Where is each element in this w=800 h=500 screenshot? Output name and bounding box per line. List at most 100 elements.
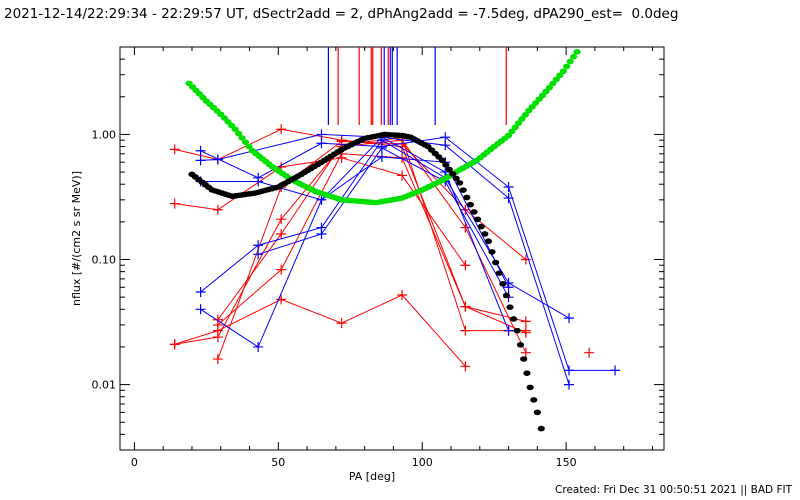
fit-point [456, 180, 464, 186]
data-point [212, 204, 223, 215]
data-point [503, 325, 514, 336]
fit-point [449, 171, 457, 177]
data-point [460, 204, 471, 215]
data-point [195, 145, 206, 156]
fit-point [508, 128, 516, 135]
y-tick-label: 0.01 [92, 379, 117, 392]
fit-point [559, 68, 567, 75]
data-point [276, 124, 287, 135]
fit-point [516, 342, 525, 348]
data-point [610, 365, 621, 376]
data-point [460, 222, 471, 233]
data-point [169, 339, 180, 350]
y-tick-label: 1.00 [92, 128, 117, 141]
data-point [316, 129, 327, 140]
series-line [200, 136, 510, 348]
fit-point [573, 49, 581, 55]
data-point [253, 341, 264, 352]
data-point [212, 354, 223, 365]
data-point [253, 176, 264, 187]
x-axis-label: PA [deg] [349, 470, 395, 483]
fit-point [542, 88, 550, 95]
data-point [195, 304, 206, 315]
black-fit [188, 131, 545, 432]
fit-point [238, 135, 246, 141]
fit-point [442, 162, 450, 168]
data-point [276, 294, 287, 305]
data-point [376, 142, 387, 153]
x-tick-label: 0 [131, 456, 138, 469]
data-point [212, 154, 223, 165]
fit-point [506, 304, 514, 310]
fit-point [537, 425, 545, 432]
data-point [564, 365, 575, 376]
fit-point [520, 356, 528, 362]
data-point [336, 318, 347, 329]
data-point [564, 313, 575, 324]
data-point [520, 325, 531, 336]
fit-point [513, 327, 521, 334]
fit-point [566, 58, 574, 65]
data-point [503, 193, 514, 204]
fit-point [463, 194, 471, 201]
fit-point [474, 216, 482, 223]
data-point [195, 155, 206, 166]
series-line [200, 156, 510, 288]
x-tick-label: 100 [412, 456, 433, 469]
fit-point [452, 175, 460, 182]
y-axis-label: nflux [#/(cm2 s sr MeV)] [70, 171, 83, 306]
data-point [212, 319, 223, 330]
data-point [276, 264, 287, 275]
data-point [397, 170, 408, 181]
data-point [584, 347, 595, 358]
data-point [460, 325, 471, 336]
data-point [276, 214, 287, 225]
data-point [169, 144, 180, 155]
fit-point [545, 84, 554, 91]
x-tick-label: 50 [271, 456, 285, 469]
data-point [520, 254, 531, 265]
fit-point [552, 76, 560, 83]
fit-point [495, 270, 503, 276]
fit-point [502, 292, 511, 299]
series-line [174, 139, 527, 353]
fit-point [466, 201, 475, 208]
series-blue-2 [195, 129, 575, 390]
fit-point [526, 384, 534, 391]
fit-point [518, 116, 526, 122]
data-point [520, 347, 531, 358]
data-point [440, 140, 451, 151]
fit-point [445, 166, 453, 173]
series-line [174, 157, 466, 266]
fit-point [492, 259, 500, 266]
y-tick-label: 0.10 [92, 254, 117, 267]
x-tick-label: 150 [556, 456, 577, 469]
fit-point [459, 187, 467, 193]
series-blue-5 [195, 152, 514, 293]
fit-point [549, 80, 557, 87]
data-point [169, 198, 180, 209]
fit-point [530, 397, 538, 403]
data-point [212, 332, 223, 343]
fit-point [438, 157, 446, 164]
fit-point [481, 231, 489, 237]
data-point [520, 316, 531, 327]
data-point [397, 152, 408, 163]
data-point [564, 379, 575, 390]
fit-point [556, 72, 564, 79]
data-point [195, 286, 206, 297]
series-red-8 [584, 347, 595, 358]
fit-point [245, 143, 253, 150]
series-line [200, 136, 616, 371]
data-point [316, 138, 327, 149]
fit-point [477, 223, 485, 230]
data-point [397, 290, 408, 301]
data-point [460, 361, 471, 372]
fit-point [484, 238, 493, 245]
fit-point [488, 249, 496, 255]
data-point [376, 152, 387, 163]
fit-point [563, 63, 571, 70]
series-line [174, 294, 466, 367]
fit-point [521, 111, 529, 118]
